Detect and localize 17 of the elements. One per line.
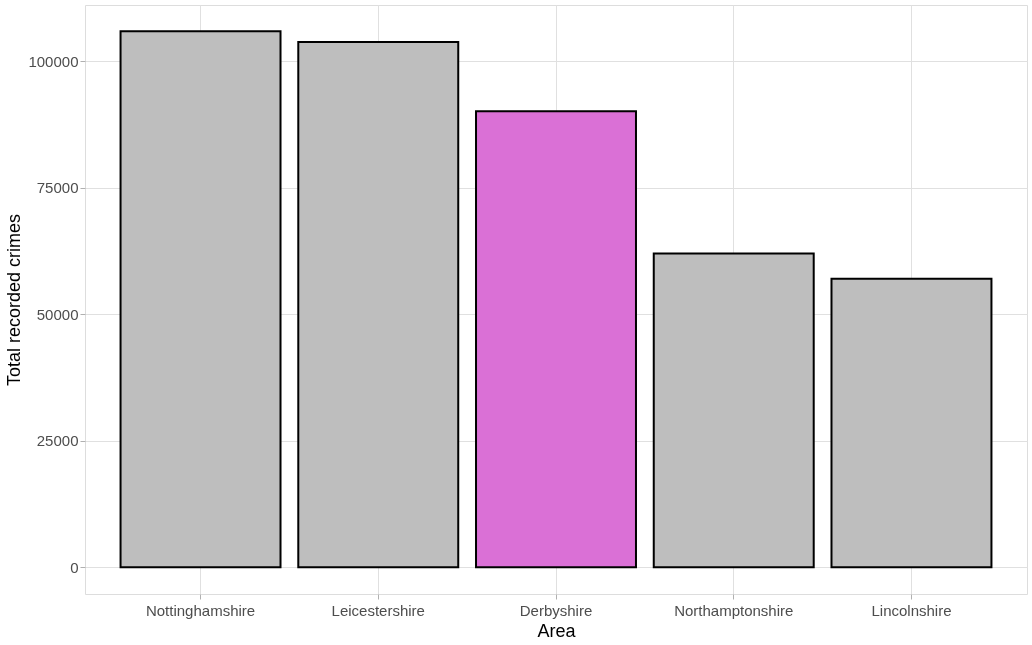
bar xyxy=(297,40,460,569)
x-tick-label: Derbyshire xyxy=(519,601,593,619)
y-axis-title: Total recorded crimes xyxy=(4,213,25,387)
bar xyxy=(119,30,282,569)
bar xyxy=(475,110,637,569)
x-tick-label: Nottinghamshire xyxy=(145,601,256,619)
bar xyxy=(830,277,993,569)
y-tick-label: 100000 xyxy=(28,52,79,70)
x-tick-label: Leicestershire xyxy=(331,601,425,619)
x-tick-label: Lincolnshire xyxy=(871,601,952,619)
y-tick-label: 25000 xyxy=(36,432,79,450)
x-axis-title: Area xyxy=(537,620,577,641)
bar xyxy=(652,252,815,569)
y-tick-label: 75000 xyxy=(36,179,79,197)
y-tick-label: 50000 xyxy=(36,305,79,323)
x-tick-label: Northamptonshire xyxy=(674,601,794,619)
y-tick-label: 0 xyxy=(70,558,79,576)
